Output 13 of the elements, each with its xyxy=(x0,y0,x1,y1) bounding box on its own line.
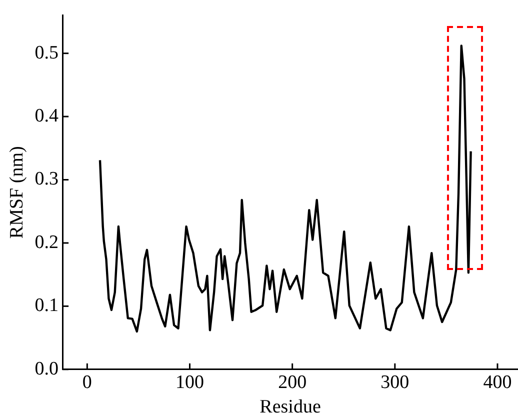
x-axis-title: Residue xyxy=(260,396,321,418)
y-tick-label: 0.0 xyxy=(34,358,59,380)
x-tick-label: 400 xyxy=(483,372,512,393)
x-tick-label: 300 xyxy=(380,372,410,393)
y-tick-label: 0.2 xyxy=(34,232,59,253)
y-tick-label: 0.5 xyxy=(34,42,59,64)
y-tick-label: 0.4 xyxy=(34,106,60,127)
x-tick-label: 200 xyxy=(278,372,307,393)
x-tick-label: 100 xyxy=(176,372,204,393)
y-tick-label: 0.1 xyxy=(34,295,59,316)
y-tick-label: 0.3 xyxy=(34,168,59,190)
x-tick-label: 0 xyxy=(82,372,92,393)
y-axis-title: RMSF (nm) xyxy=(6,146,28,239)
